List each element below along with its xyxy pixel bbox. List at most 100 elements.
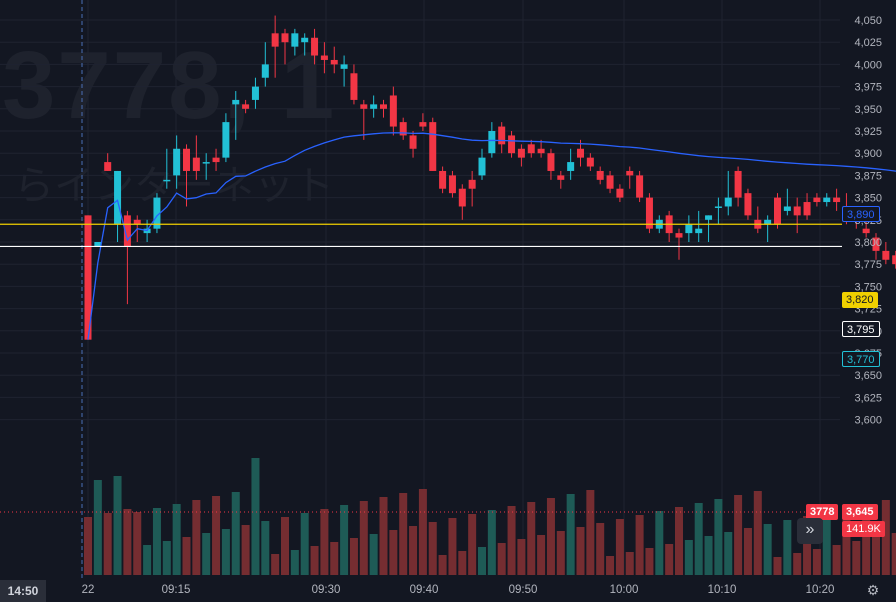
volume-bar — [822, 512, 831, 575]
candle-body — [803, 202, 811, 216]
volume-bar — [517, 539, 526, 575]
candle-body — [616, 188, 624, 198]
crosshair-time-label: 14:50 — [0, 580, 46, 602]
scroll-to-realtime-button[interactable]: » — [797, 518, 823, 544]
volume-bar — [507, 506, 516, 575]
volume-bar — [783, 520, 792, 575]
double-chevron-right-icon: » — [805, 521, 815, 538]
candle-body — [567, 162, 575, 171]
volume-tag: 141.9K — [842, 521, 885, 537]
candle-body — [232, 99, 240, 105]
volume-bar — [310, 546, 319, 575]
candle-body — [242, 104, 250, 109]
candle-body — [133, 219, 141, 225]
candle-body — [330, 59, 338, 65]
candle-body — [685, 224, 693, 234]
candle-body — [724, 197, 732, 207]
volume-bar — [586, 490, 595, 575]
volume-bar — [881, 500, 890, 575]
candle-body — [508, 135, 516, 154]
volume-bar — [202, 533, 211, 575]
volume-bar — [537, 535, 546, 575]
volume-bar — [389, 530, 398, 575]
volume-bar — [221, 529, 230, 575]
volume-bar — [458, 551, 467, 575]
price-tick-label: 3,600 — [854, 415, 882, 427]
candle-body — [596, 170, 604, 180]
candle-body — [586, 157, 594, 167]
volume-bar — [497, 543, 506, 575]
candle-body — [626, 170, 634, 176]
chart-grid — [0, 0, 840, 575]
volume-bar — [468, 514, 477, 575]
candle-body — [380, 104, 387, 109]
volume-bar — [635, 515, 644, 575]
volume-bar — [872, 537, 880, 575]
candle-body — [862, 228, 870, 234]
candle-body — [439, 170, 447, 189]
candle-body — [517, 148, 525, 158]
candle-body — [370, 104, 378, 109]
volume-bar — [172, 504, 181, 575]
volume-bar — [103, 513, 112, 575]
candle-body — [183, 148, 190, 171]
time-tick-label: 09:15 — [162, 584, 191, 596]
volume-bar — [93, 480, 102, 575]
chart-settings-button[interactable]: ⚙ — [862, 580, 884, 600]
candle-body — [271, 33, 279, 47]
last-price-tag: 3,770 — [842, 351, 880, 367]
candle-body — [537, 148, 545, 154]
volume-bar — [162, 541, 171, 575]
candle-body — [429, 122, 437, 171]
candle-body — [212, 157, 220, 163]
time-tick-label: 09:30 — [312, 584, 341, 596]
price-tick-label: 3,950 — [854, 104, 882, 116]
candle-body — [291, 33, 299, 47]
volume-bar — [615, 519, 624, 575]
candle-body — [163, 179, 171, 182]
candle-body — [114, 170, 122, 225]
volume-bar — [281, 517, 289, 575]
volume-bar — [773, 557, 782, 575]
time-tick-label: 10:00 — [610, 584, 639, 596]
volume-bar — [743, 528, 752, 575]
volume-bar — [684, 540, 693, 575]
candle-body — [104, 162, 112, 171]
volume-bar — [251, 458, 260, 575]
candle-body — [695, 228, 703, 234]
candle-body — [774, 197, 781, 225]
volume-bar — [734, 495, 743, 575]
candle-body — [527, 144, 535, 154]
candle-body — [606, 175, 614, 189]
volume-bar — [724, 532, 733, 575]
candle-body — [202, 162, 210, 164]
volume-bar — [665, 544, 674, 575]
volume-bar — [832, 545, 841, 575]
volume-bar — [212, 496, 221, 575]
candle-body — [892, 255, 896, 265]
volume-bar — [625, 552, 634, 575]
volume-bar — [478, 547, 486, 575]
symbol-tag: 3778 — [806, 504, 839, 520]
volume-bar — [527, 502, 536, 575]
candle-body — [340, 64, 348, 69]
price-tick-label: 4,000 — [854, 59, 882, 71]
volume-bar — [300, 513, 309, 575]
price-tick-label: 3,925 — [854, 126, 882, 138]
price-tick-label: 3,800 — [854, 237, 882, 249]
volume-bar — [448, 518, 457, 575]
time-tick-label: 10:20 — [806, 584, 835, 596]
volume-bar — [359, 501, 368, 575]
candle-body — [488, 131, 496, 154]
volume-bar — [753, 491, 762, 575]
candle-body — [833, 197, 841, 203]
volume-bar — [113, 476, 122, 575]
volume-bar — [143, 545, 152, 575]
symbol-watermark: 3778, 1 — [2, 32, 337, 139]
ma-price-tag: 3,890 — [842, 206, 880, 222]
volume-bar — [418, 489, 427, 575]
volume-bar — [803, 516, 812, 575]
price-tick-label: 3,975 — [854, 82, 882, 94]
candle-body — [281, 33, 289, 43]
